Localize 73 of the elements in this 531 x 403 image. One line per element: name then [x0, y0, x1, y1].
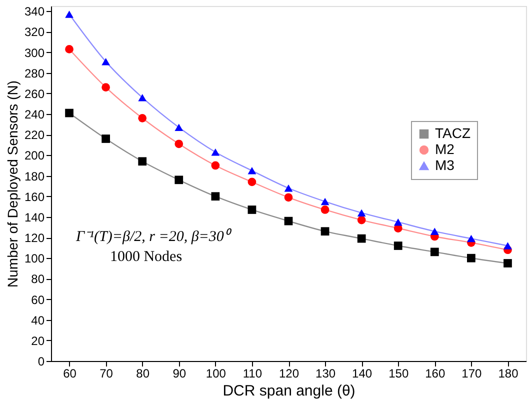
point: [138, 157, 147, 166]
y-tick-label: 40: [31, 313, 45, 328]
x-tick-label: 170: [462, 366, 482, 380]
legend-label: M3: [435, 157, 455, 173]
point: [467, 254, 476, 262]
point: [211, 148, 220, 156]
y-tick-label: 100: [24, 252, 45, 266]
point: [65, 10, 74, 18]
y-tick-label: 160: [24, 190, 45, 204]
point: [320, 227, 330, 236]
x-tick-label: 140: [352, 366, 372, 380]
y-tick-label: 220: [24, 128, 45, 142]
x-tick-label: 100: [206, 366, 226, 380]
point: [138, 94, 147, 102]
y-tick-label: 340: [24, 4, 45, 19]
point: [174, 140, 184, 148]
point: [357, 216, 366, 224]
point: [430, 228, 439, 235]
point: [211, 161, 220, 170]
point: [504, 242, 512, 250]
point: [138, 114, 147, 122]
point: [211, 192, 220, 201]
y-tick-label: 260: [24, 86, 45, 101]
x-tick-label: 130: [316, 366, 336, 380]
legend-label: TACZ: [435, 125, 471, 141]
x-axis-title: DCR span angle (θ): [222, 382, 356, 400]
x-tick-label: 180: [498, 366, 519, 380]
point: [174, 124, 184, 132]
x-tick-label: 80: [136, 366, 150, 380]
x-tick-label: 150: [388, 366, 409, 380]
point: [65, 45, 74, 54]
point: [504, 259, 512, 268]
point: [394, 242, 402, 250]
y-tick-label: 140: [24, 210, 45, 224]
point: [248, 178, 256, 186]
y-tick-label: 320: [24, 25, 45, 40]
point: [102, 134, 110, 143]
legend-label: M2: [435, 141, 455, 157]
point: [467, 234, 476, 242]
x-tick-label: 60: [63, 366, 77, 380]
point: [65, 108, 74, 118]
x-tick-label: 90: [172, 366, 186, 380]
point: [174, 176, 184, 184]
x-tick-label: 70: [100, 366, 114, 380]
point: [357, 209, 366, 216]
x-tick-label: 120: [278, 366, 300, 380]
point: [394, 218, 402, 226]
point: [357, 234, 366, 243]
point: [284, 216, 293, 226]
y-tick-label: 280: [24, 66, 45, 80]
point: [284, 193, 293, 202]
y-tick-label: 200: [24, 148, 45, 163]
annotation: Γ⁻¹(T)=β/2, r =20, β=30⁰: [75, 228, 232, 245]
point: [248, 167, 256, 174]
point: [430, 248, 439, 256]
x-tick-label: 160: [425, 366, 446, 380]
y-tick-label: 20: [31, 334, 45, 348]
point: [248, 206, 256, 214]
point: [102, 83, 110, 92]
y-tick-label: 80: [31, 272, 45, 286]
y-tick-label: 240: [24, 108, 45, 122]
point: [102, 58, 110, 66]
y-tick-label: 120: [24, 231, 45, 246]
point: [320, 206, 330, 214]
x-tick-label: 110: [242, 366, 262, 380]
annotation: 1000 Nodes: [110, 249, 182, 265]
point: [320, 198, 330, 206]
point: [284, 184, 293, 192]
y-tick-label: 60: [31, 292, 45, 307]
y-tick-label: 0: [38, 354, 45, 368]
y-axis-title: Number of Deployed Sensors (N): [4, 80, 20, 288]
y-tick-label: 300: [24, 46, 45, 60]
y-tick-label: 180: [24, 169, 45, 184]
